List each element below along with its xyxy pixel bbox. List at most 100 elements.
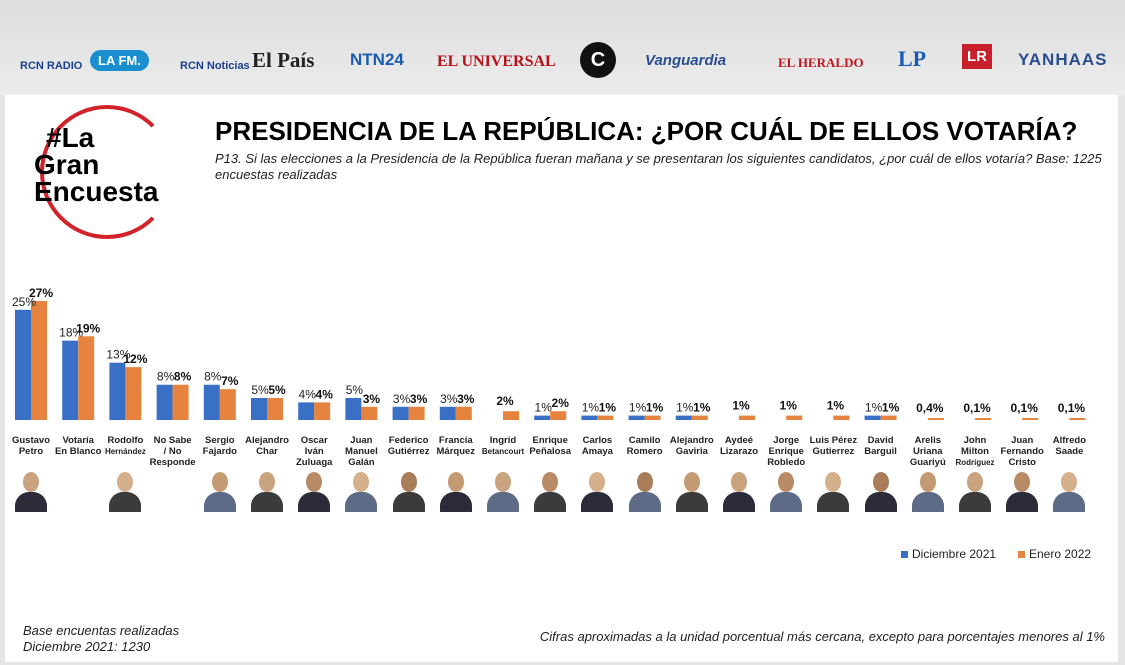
bar-ene-2022-22 (1069, 418, 1086, 420)
category-label-6-2: Zuluaga (296, 457, 333, 468)
category-label-9-0: Francia (439, 435, 474, 446)
logo-line-3: Encuesta (34, 176, 159, 207)
category-label-20-2: Rodríguez (955, 458, 994, 467)
category-label-4-0: Sergio (205, 435, 235, 446)
bar-ene-2022-15 (739, 415, 755, 420)
survey-card (5, 95, 1118, 662)
portrait-body-icon (1006, 492, 1039, 512)
category-label-4-1: Fajardo (203, 446, 238, 457)
candidate-photo-17 (813, 470, 853, 512)
portrait-body-icon (203, 492, 236, 512)
portrait-head-icon (1014, 472, 1031, 492)
category-label-0-1: Petro (19, 446, 43, 457)
portrait-head-icon (117, 472, 134, 492)
candidate-photo-9 (436, 470, 476, 512)
category-label-3-2: Responde (150, 457, 196, 468)
bar-ene-2022-17 (833, 415, 850, 420)
candidate-photo-2 (105, 470, 145, 512)
footer-rounding-note: Cifras aproximadas a la unidad porcentua… (539, 629, 1105, 644)
category-label-21-0: Juan (1011, 435, 1033, 446)
category-label-16-2: Robledo (767, 457, 805, 468)
category-label-2-1: Hernández (105, 447, 146, 456)
data-label-dic-12: 1% (582, 401, 600, 415)
sponsor-logos: RCN RADIO LA FM. RCN Noticias El País NTN24 E… (0, 38, 1125, 88)
portrait-head-icon (683, 472, 700, 492)
bar-ene-2022-1 (78, 336, 95, 420)
category-label-17-0: Luis Pérez (810, 435, 858, 446)
candidate-photo-6 (294, 470, 334, 512)
data-label-ene-3: 8% (174, 370, 192, 384)
category-label-21-2: Cristo (1008, 457, 1036, 468)
bar-ene-2022-21 (1022, 418, 1039, 420)
category-label-7-0: Juan (350, 435, 372, 446)
portrait-body-icon (345, 492, 378, 512)
data-label-dic-11: 1% (535, 401, 553, 415)
bar-ene-2022-18 (880, 415, 897, 420)
bar-ene-2022-2 (125, 367, 142, 420)
data-label-dic-13: 1% (629, 401, 647, 415)
candidate-photo-21 (1002, 470, 1042, 512)
category-label-16-1: Enrique (769, 446, 804, 457)
candidate-photo-12 (577, 470, 617, 512)
portrait-head-icon (967, 472, 983, 492)
category-label-18-0: David (868, 435, 894, 446)
data-label-dic-5: 5% (251, 383, 269, 397)
category-label-14-1: Gaviria (676, 446, 709, 457)
category-label-3-1: / No (164, 446, 182, 457)
portrait-head-icon (447, 472, 464, 492)
portrait-body-icon (581, 492, 614, 512)
data-label-ene-8: 3% (410, 392, 428, 406)
data-label-ene-12: 1% (599, 401, 617, 415)
portrait-body-icon (864, 492, 897, 512)
category-label-10-1: Betancourt (482, 447, 525, 456)
bar-dic-2021-9 (439, 406, 456, 420)
bar-dic-2021-1 (62, 340, 79, 420)
data-label-ene-20: 0,1% (963, 401, 991, 415)
data-label-ene-22: 0,1% (1058, 401, 1086, 415)
footer-base-note: Base encuentas realizadas Diciembre 2021… (23, 623, 179, 655)
data-label-ene-11: 2% (552, 396, 570, 410)
bar-ene-2022-6 (314, 402, 331, 420)
logo-line-1: #La (46, 122, 95, 153)
footer-base-line-2: Diciembre 2021: 1230 (23, 639, 151, 654)
sponsor-logo-6: EL UNIVERSAL (437, 53, 556, 70)
candidate-photo-11 (530, 470, 570, 512)
category-label-19-2: Guariyú (910, 457, 946, 468)
portrait-head-icon (495, 472, 511, 492)
category-label-15-0: Aydeé (725, 435, 753, 446)
legend-series-1: Diciembre 2021 (901, 547, 996, 561)
page-title: PRESIDENCIA DE LA REPÚBLICA: ¿POR CUÁL D… (215, 116, 1078, 146)
data-label-dic-4: 8% (204, 370, 222, 384)
portrait-head-icon (259, 472, 275, 492)
data-label-ene-10: 2% (496, 394, 514, 408)
category-label-15-1: Lizarazo (720, 446, 758, 457)
sponsor-logo-7: C (580, 42, 616, 78)
sponsor-logo-9: EL HERALDO (778, 55, 864, 70)
portrait-body-icon (628, 492, 661, 512)
category-label-12-0: Carlos (583, 435, 613, 446)
portrait-body-icon (439, 492, 472, 512)
bar-dic-2021-14 (675, 415, 692, 420)
category-label-13-0: Camilo (629, 435, 661, 446)
category-label-19-0: Arelis (915, 435, 941, 446)
category-label-6-1: Iván (305, 446, 324, 457)
candidate-photo-7 (341, 470, 381, 512)
portrait-body-icon (911, 492, 944, 512)
data-label-ene-2: 12% (123, 352, 147, 366)
bar-ene-2022-0 (31, 301, 47, 420)
bar-dic-2021-13 (628, 415, 645, 420)
data-label-dic-14: 1% (676, 401, 694, 415)
candidate-photo-8 (389, 470, 429, 512)
category-label-7-2: Galán (348, 457, 375, 468)
category-label-1-0: Votaría (62, 435, 94, 446)
category-label-0-0: Gustavo (12, 435, 50, 446)
portrait-head-icon (778, 472, 795, 492)
candidate-photo-10 (483, 470, 523, 512)
sponsor-logo-10: LP (898, 46, 927, 71)
category-label-11-1: Peñalosa (529, 446, 571, 457)
bar-ene-2022-3 (172, 384, 189, 420)
category-label-20-0: John (964, 435, 987, 446)
sponsor-logo-5: NTN24 (350, 50, 404, 69)
portrait-head-icon (211, 472, 228, 492)
